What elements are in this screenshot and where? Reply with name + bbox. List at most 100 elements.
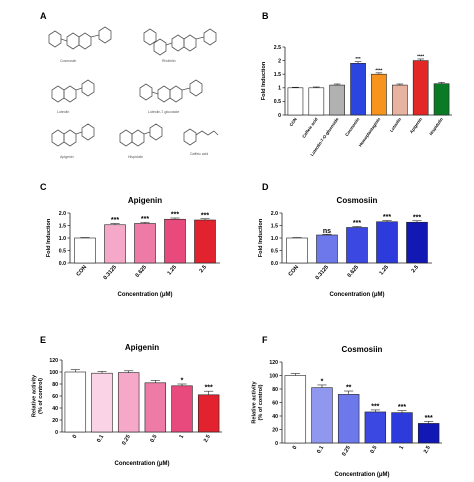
y-tick-label: 20 (272, 427, 278, 433)
bar (364, 411, 387, 444)
structure-rhoifolin (143, 28, 217, 56)
y-tick-label: 60 (272, 400, 278, 406)
significance-label: *** (425, 415, 433, 422)
y-tick-label: 2.0 (59, 211, 66, 217)
significance-label: **** (375, 67, 382, 72)
significance-label: *** (371, 403, 379, 410)
bar (346, 227, 368, 264)
bar (104, 224, 126, 264)
charts-layer: 0 0.5 1 1.5 2 2.5 Fold Induction CON Caffeic aci… (32, 45, 452, 478)
significance-label: *** (398, 404, 406, 411)
bar (284, 375, 307, 444)
y-tick-label: 0.5 (271, 248, 278, 254)
y-tick-label: 40 (272, 414, 278, 420)
structure-label: Luteolin-7-glucoside (148, 110, 179, 114)
significance-label: *** (205, 385, 213, 392)
significance-label: *** (141, 216, 149, 223)
y-tick-label: 0 (278, 113, 281, 119)
chart-title: Apigenin (128, 196, 162, 205)
y-tick-label: 2.0 (271, 211, 278, 217)
x-tick-label: 0.625 (347, 264, 360, 278)
significance-label: *** (201, 212, 209, 219)
x-tick-label: Hispidulin (428, 116, 444, 136)
x-tick-label: 2.5 (423, 445, 432, 455)
x-tick-label: 0.1 (96, 434, 105, 444)
chart-title: Cosmosiin (337, 196, 378, 205)
bar (376, 221, 398, 264)
significance-label: * (321, 378, 324, 385)
x-tick-label: 0 (72, 434, 79, 440)
panel-letter-e: E (40, 335, 46, 345)
x-tick-label: 2.5 (203, 434, 212, 444)
x-tick-label: 1.25 (167, 264, 178, 276)
significance-label: *** (353, 220, 361, 227)
bar (194, 219, 216, 264)
chart-title: Apigenin (125, 343, 159, 352)
chart-panel-e: 0 20 40 60 80 100 120 Relative activity (% of co… (32, 343, 222, 467)
x-tick-label: 1 (399, 445, 406, 451)
x-tick-label: 0.625 (135, 264, 148, 278)
x-tick-label: 2.5 (199, 264, 209, 274)
x-tick-label: Homoplantaginin (358, 116, 382, 147)
structure-label: Luteolin (57, 110, 69, 114)
significance-label: **** (417, 53, 424, 58)
chart-panel-c: 0.0 0.5 1.0 1.5 2.0 Fold Induction Apigenin CON… (46, 196, 220, 298)
y-axis-label: (% of control) (258, 384, 264, 420)
chart-panel-d: 0.0 0.5 1.0 1.5 2.0 Fold Induction Cosmosiin CO… (258, 196, 432, 298)
bar (74, 237, 96, 264)
x-tick-label: 0.5 (150, 434, 159, 444)
y-tick-label: 2 (278, 58, 281, 64)
y-axis-label: Fold Induction (258, 218, 264, 257)
y-tick-label: 60 (52, 394, 58, 400)
y-axis-label: Fold Induction (46, 218, 52, 257)
x-tick-label: CON (288, 264, 300, 277)
x-tick-label: Luteolin (389, 116, 403, 133)
y-tick-label: 0 (55, 430, 58, 436)
panel-letter-c: C (40, 182, 47, 192)
y-axis-label: Relative activity (252, 380, 258, 423)
bar (412, 60, 429, 116)
y-axis-label: Relative activity (32, 374, 38, 417)
x-tick-label: Apigenin (409, 116, 424, 134)
bar (371, 73, 387, 116)
bar (117, 372, 140, 433)
bar (316, 234, 338, 264)
y-tick-label: 1.0 (271, 236, 278, 242)
bar (308, 87, 325, 116)
y-axis-label: (% of control) (38, 378, 44, 414)
y-tick-label: 1.5 (274, 72, 281, 78)
y-tick-label: 0.5 (274, 99, 281, 105)
structure-luteolin (51, 79, 95, 103)
x-axis-label: Concentration (μM) (335, 472, 390, 478)
bar (311, 387, 333, 444)
y-tick-label: 2.5 (274, 45, 281, 51)
structure-apigenin (51, 123, 95, 147)
x-tick-label: 0.3125 (103, 264, 118, 281)
y-tick-label: 0 (275, 441, 278, 447)
y-tick-label: 100 (269, 373, 278, 379)
y-tick-label: 80 (272, 387, 278, 393)
y-tick-label: 20 (52, 418, 58, 424)
y-tick-label: 0.0 (59, 261, 66, 267)
significance-label: ns (323, 228, 331, 235)
structure-label: Cosmosiin (60, 59, 76, 63)
y-axis-label: Fold Induction (261, 61, 267, 100)
x-axis-label: Concentration (μM) (115, 461, 170, 467)
bar (144, 382, 167, 433)
structure-luteolin-7-glucoside (139, 79, 203, 103)
y-tick-label: 40 (52, 406, 58, 412)
bar (286, 237, 308, 264)
x-tick-label: CON (76, 264, 88, 277)
structure-label: Rhoifolin (162, 59, 176, 63)
structure-label: Caffeic acid (190, 152, 208, 156)
structure-label: Apigenin (60, 155, 74, 159)
bar (287, 87, 304, 116)
x-tick-label: 1 (179, 434, 186, 440)
y-tick-label: 80 (52, 382, 58, 388)
y-tick-label: 0.5 (59, 248, 66, 254)
significance-label: *** (355, 56, 361, 61)
y-tick-label: 120 (49, 358, 58, 364)
significance-label: *** (171, 212, 179, 219)
y-tick-label: 1.5 (59, 223, 66, 229)
